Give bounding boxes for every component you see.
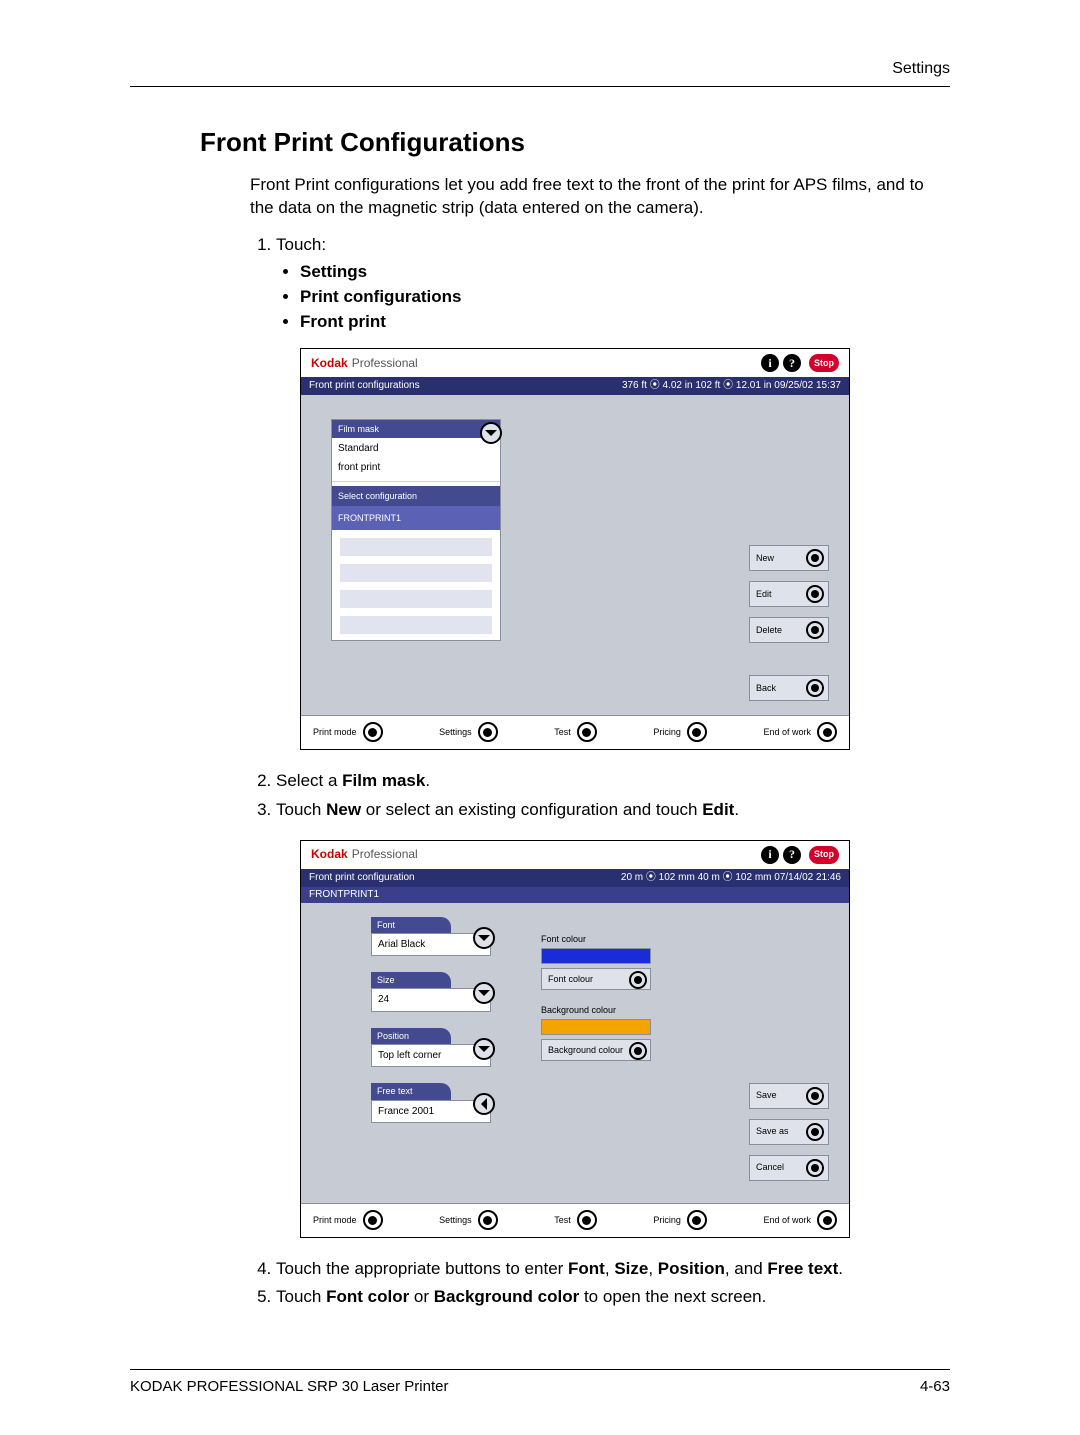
- stop-button[interactable]: Stop: [809, 846, 839, 864]
- settings-button[interactable]: Settings: [439, 1210, 498, 1230]
- status-readout: 376 ft ⦿ 4.02 in 102 ft ⦿ 12.01 in 09/25…: [622, 379, 841, 393]
- free-text-field[interactable]: Free text France 2001: [371, 1083, 491, 1123]
- list-item[interactable]: [340, 616, 492, 634]
- step-4: Touch the appropriate buttons to enter F…: [276, 1258, 950, 1281]
- print-mode-button[interactable]: Print mode: [313, 1210, 383, 1230]
- bullet-print-configs: Print configurations: [300, 286, 950, 309]
- cancel-button[interactable]: Cancel: [749, 1155, 829, 1181]
- select-config-header: Select configuration: [332, 486, 500, 506]
- pricing-button[interactable]: Pricing: [653, 722, 707, 742]
- info-icon[interactable]: i: [761, 846, 779, 864]
- chevron-down-icon[interactable]: [473, 982, 495, 1004]
- list-item[interactable]: [340, 590, 492, 608]
- stop-button[interactable]: Stop: [809, 354, 839, 372]
- end-of-work-button[interactable]: End of work: [763, 1210, 837, 1230]
- position-dropdown[interactable]: Position Top left corner: [371, 1028, 491, 1068]
- help-icon[interactable]: ?: [783, 354, 801, 372]
- step-1: Touch: Settings Print configurations Fro…: [276, 234, 950, 334]
- settings-button[interactable]: Settings: [439, 722, 498, 742]
- config-panel: Film mask Standard front print Select co…: [331, 419, 501, 641]
- info-icon[interactable]: i: [761, 354, 779, 372]
- font-colour-label: Font colour: [541, 933, 651, 945]
- screen-title: Front print configuration: [309, 871, 415, 885]
- list-item[interactable]: [340, 564, 492, 582]
- footer-page-number: 4-63: [920, 1378, 950, 1395]
- film-mask-dropdown[interactable]: Film mask: [332, 420, 500, 438]
- bullet-settings: Settings: [300, 261, 950, 284]
- status-readout: 20 m ⦿ 102 mm 40 m ⦿ 102 mm 07/14/02 21:…: [621, 871, 841, 885]
- end-of-work-button[interactable]: End of work: [763, 722, 837, 742]
- brand-kodak: Kodak: [311, 846, 348, 862]
- new-button[interactable]: New: [749, 545, 829, 571]
- chevron-down-icon[interactable]: [473, 1038, 495, 1060]
- step-5: Touch Font color or Background color to …: [276, 1286, 950, 1309]
- brand-kodak: Kodak: [311, 355, 348, 371]
- save-button[interactable]: Save: [749, 1083, 829, 1109]
- font-dropdown[interactable]: Font Arial Black: [371, 917, 491, 957]
- screen-title: Front print configurations: [309, 379, 420, 393]
- bullet-front-print: Front print: [300, 311, 950, 334]
- screenshot-2: Kodak Professional i ? Stop Front print …: [300, 840, 850, 1238]
- intro-paragraph: Front Print configurations let you add f…: [250, 174, 950, 220]
- edit-button[interactable]: Edit: [749, 581, 829, 607]
- film-mask-value-2: front print: [332, 459, 500, 482]
- test-button[interactable]: Test: [554, 722, 597, 742]
- header-rule: [130, 86, 950, 87]
- brand-professional: Professional: [352, 846, 418, 862]
- chevron-left-icon[interactable]: [473, 1093, 495, 1115]
- config-name-bar: FRONTPRINT1: [301, 887, 849, 903]
- list-item[interactable]: [340, 538, 492, 556]
- save-as-button[interactable]: Save as: [749, 1119, 829, 1145]
- step-3: Touch New or select an existing configur…: [276, 799, 950, 822]
- selected-config[interactable]: FRONTPRINT1: [332, 506, 500, 530]
- screenshot-1: Kodak Professional i ? Stop Front print …: [300, 348, 850, 750]
- film-mask-value-1: Standard: [332, 438, 500, 460]
- background-colour-label: Background colour: [541, 1004, 651, 1016]
- pricing-button[interactable]: Pricing: [653, 1210, 707, 1230]
- background-colour-swatch: [541, 1019, 651, 1035]
- delete-button[interactable]: Delete: [749, 617, 829, 643]
- chevron-down-icon[interactable]: [480, 422, 502, 444]
- footer-product: KODAK PROFESSIONAL SRP 30 Laser Printer: [130, 1378, 448, 1395]
- brand-professional: Professional: [352, 355, 418, 371]
- background-colour-button[interactable]: Background colour: [541, 1039, 651, 1061]
- font-colour-button[interactable]: Font colour: [541, 968, 651, 990]
- header-section-label: Settings: [130, 60, 950, 78]
- step-2: Select a Film mask.: [276, 770, 950, 793]
- help-icon[interactable]: ?: [783, 846, 801, 864]
- back-button[interactable]: Back: [749, 675, 829, 701]
- test-button[interactable]: Test: [554, 1210, 597, 1230]
- page-title: Front Print Configurations: [200, 127, 950, 158]
- font-colour-swatch: [541, 948, 651, 964]
- size-dropdown[interactable]: Size 24: [371, 972, 491, 1012]
- chevron-down-icon[interactable]: [473, 927, 495, 949]
- print-mode-button[interactable]: Print mode: [313, 722, 383, 742]
